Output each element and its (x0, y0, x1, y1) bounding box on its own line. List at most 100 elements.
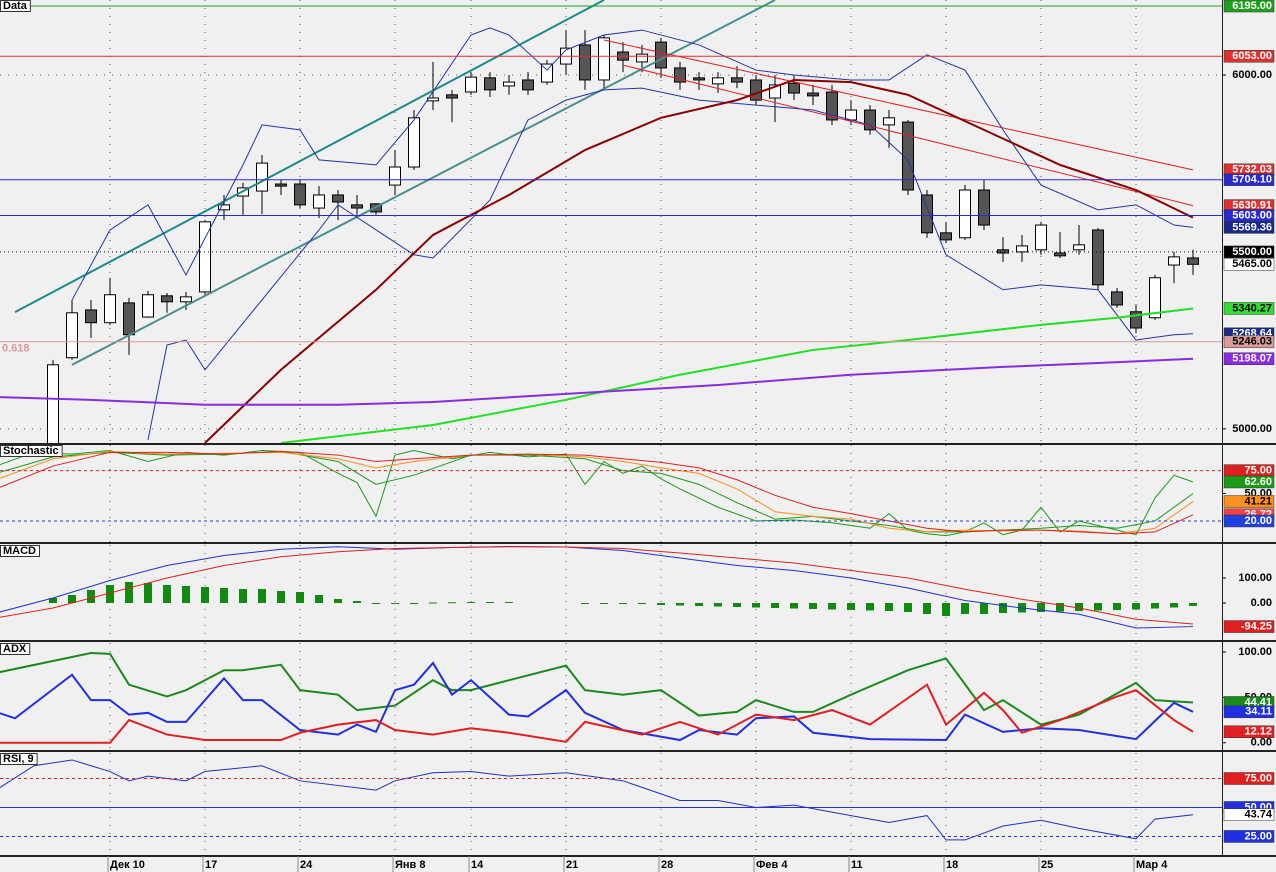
histogram-bar (1151, 603, 1159, 609)
level-label-box (1223, 335, 1275, 349)
candle-body (484, 77, 496, 91)
x-tick-label: 24 (300, 859, 313, 871)
level-label: 5630.91 (1232, 200, 1272, 212)
plot-area (0, 0, 1222, 443)
level-tag: 0.618 (2, 343, 30, 355)
y-tick-label: 6000.00 (1232, 69, 1272, 81)
candle-body (66, 312, 78, 359)
x-tick-label: 18 (946, 859, 958, 871)
histogram-bar (429, 602, 437, 604)
candle-body (1149, 277, 1161, 319)
candle-body (294, 183, 306, 206)
candle-body (1168, 256, 1180, 266)
candle-body (712, 77, 724, 85)
candle-body (731, 77, 743, 83)
level-label-box (1223, 705, 1275, 719)
histogram-bar (1037, 603, 1045, 612)
x-tick-label: Янв 8 (395, 859, 426, 871)
level-label: -94.25 (1241, 620, 1272, 632)
histogram-bar (68, 595, 76, 603)
panel-title: ADX (3, 643, 27, 655)
candle-body (1111, 291, 1123, 306)
histogram-bar (467, 602, 475, 603)
candle-body (750, 79, 762, 101)
x-tick-label: 21 (566, 859, 578, 871)
candle-body (1035, 224, 1047, 251)
candle-body (199, 221, 211, 293)
level-label-box (1223, 495, 1275, 508)
candle-body (161, 295, 173, 303)
level-label: 43.74 (1244, 809, 1272, 821)
level-label: 5246.03 (1232, 336, 1272, 348)
indicator-line (622, 64, 1194, 207)
indicator-line (0, 545, 1194, 629)
histogram-bar (1056, 603, 1064, 612)
x-tick-label: 28 (661, 859, 673, 871)
histogram-bar (809, 603, 817, 609)
y-tick-label: 5000.00 (1232, 423, 1272, 435)
histogram-bar (1170, 603, 1178, 608)
histogram-bar (1075, 603, 1083, 611)
y-tick-label: 0.00 (1251, 597, 1272, 609)
y-tick-label: 100.00 (1238, 572, 1272, 584)
level-label-box (1223, 475, 1275, 489)
level-label-box (1223, 258, 1275, 271)
histogram-bar (980, 603, 988, 614)
candle-body (883, 117, 895, 126)
candle-body (313, 194, 325, 209)
level-label-box (1223, 514, 1275, 528)
x-tick-label: 25 (1041, 859, 1053, 871)
indicator-line (0, 357, 1194, 406)
histogram-bar (714, 603, 722, 607)
candle-body (1187, 257, 1199, 265)
x-tick-label: Фев 4 (756, 859, 788, 871)
indicator-line (0, 546, 1194, 625)
indicator-line (280, 307, 1194, 443)
histogram-bar (733, 603, 741, 607)
candle-body (427, 97, 439, 102)
histogram-bar (1094, 603, 1102, 611)
histogram-bar (866, 603, 874, 611)
histogram-bar (885, 603, 893, 611)
level-label: 6053.00 (1232, 50, 1272, 62)
indicator-line (0, 651, 1194, 726)
candle-body (940, 232, 952, 241)
histogram-bar (505, 602, 513, 603)
level-label: 5704.10 (1232, 174, 1272, 186)
level-label-box (1223, 173, 1275, 186)
indicator-line (0, 759, 1194, 841)
level-label: 6195.00 (1232, 0, 1272, 12)
candle-body (579, 44, 591, 81)
panel-title-box (0, 753, 38, 765)
level-label-box (1223, 620, 1275, 633)
histogram-bar (448, 602, 456, 604)
candle-body (788, 82, 800, 94)
histogram-bar (904, 603, 912, 612)
histogram-bar (277, 591, 285, 603)
histogram-bar (828, 603, 836, 610)
panel-title-box (0, 445, 63, 457)
histogram-bar (619, 603, 627, 604)
candle-body (655, 41, 667, 69)
panel (0, 445, 1222, 542)
candle-body (598, 37, 610, 81)
level-label-box (1223, 50, 1275, 63)
indicator-line (14, 0, 605, 313)
level-label: 20.00 (1244, 515, 1272, 527)
candle-body (1054, 252, 1066, 257)
histogram-bar (847, 603, 855, 610)
indicator-line (147, 87, 1194, 440)
histogram-bar (752, 603, 760, 608)
candle-body (997, 249, 1009, 254)
level-label-box (1223, 352, 1275, 366)
histogram-bar (410, 603, 418, 604)
level-label: 75.00 (1244, 772, 1272, 784)
level-label-box (1223, 772, 1275, 785)
candle-body (104, 294, 116, 324)
level-label: 41.21 (1244, 495, 1272, 507)
candle-body (180, 296, 192, 303)
histogram-bar (201, 587, 209, 603)
histogram-bar (144, 583, 152, 603)
plot-area (0, 753, 1222, 855)
histogram-bar (1113, 603, 1121, 610)
